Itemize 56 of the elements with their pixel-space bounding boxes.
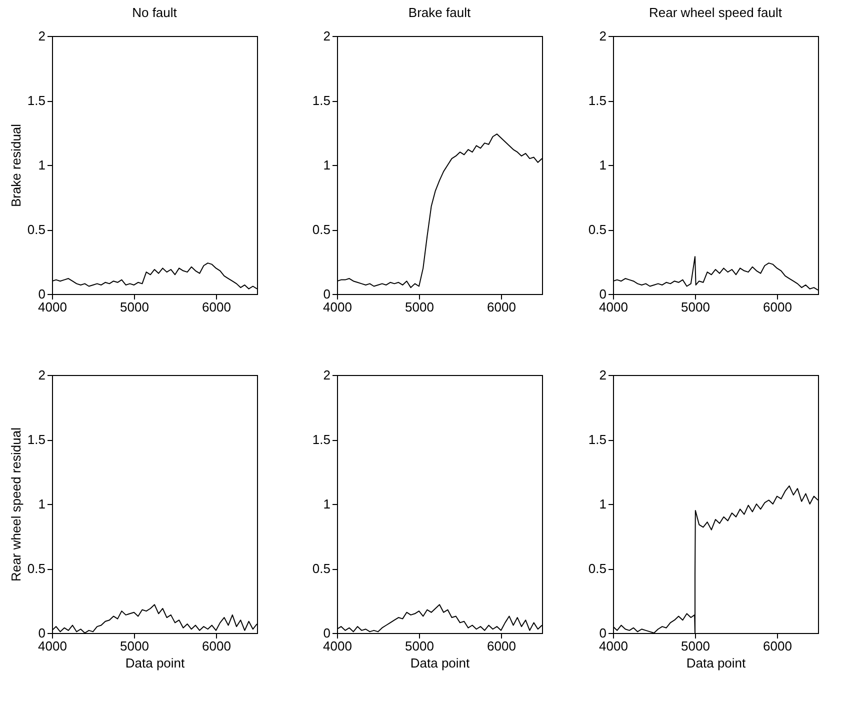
y-tick-label: 2 (323, 28, 330, 44)
y-tick-label: 2 (38, 28, 46, 44)
y-tick-label: 0.5 (27, 561, 46, 576)
y-tick-label: 1.5 (27, 432, 46, 447)
x-tick-label: 6000 (487, 638, 516, 654)
x-tick-label: 6000 (202, 638, 231, 654)
y-tick-label: 0.5 (27, 222, 46, 237)
x-tick-label: 5000 (681, 638, 710, 654)
x-tick-label: 5000 (681, 300, 710, 314)
x-tick-label: 6000 (763, 300, 792, 314)
x-tick-label: 6000 (202, 300, 231, 314)
y-tick-label: 2 (599, 368, 606, 382)
x-tick-label: 4000 (599, 300, 628, 314)
y-axis-title: Rear wheel speed residual (8, 427, 24, 582)
x-tick-label: 4000 (38, 300, 67, 314)
y-tick-label: 0 (38, 626, 46, 640)
x-tick-label: 5000 (120, 638, 149, 654)
y-tick-label: 1.5 (588, 93, 606, 108)
x-axis-title: Data point (125, 656, 186, 670)
y-tick-label: 2 (323, 368, 330, 382)
y-tick-label: 0.5 (588, 561, 606, 576)
x-tick-label: 4000 (323, 300, 352, 314)
y-tick-label: 1 (38, 496, 46, 512)
x-tick-label: 5000 (405, 638, 434, 654)
x-tick-label: 6000 (487, 300, 516, 314)
x-tick-label: 4000 (599, 638, 628, 654)
y-tick-label: 0.5 (312, 222, 330, 237)
y-tick-label: 1.5 (27, 93, 46, 108)
y-tick-label: 1.5 (588, 432, 606, 447)
y-tick-label: 1.5 (312, 432, 330, 447)
chart-title: Rear wheel speed fault (649, 5, 782, 20)
y-tick-label: 1 (599, 496, 606, 512)
y-tick-label: 1 (38, 158, 46, 172)
y-tick-label: 0 (599, 626, 606, 640)
x-tick-label: 5000 (120, 300, 149, 314)
x-axis-title: Data point (410, 656, 470, 670)
y-tick-label: 1 (323, 158, 330, 172)
chart-title: No fault (132, 5, 178, 20)
y-tick-label: 0.5 (588, 222, 606, 237)
y-tick-label: 0 (323, 286, 330, 302)
x-axis-title: Data point (686, 656, 746, 670)
y-tick-label: 0 (599, 286, 606, 302)
x-tick-label: 4000 (38, 638, 67, 654)
y-tick-label: 0 (323, 626, 330, 640)
x-tick-label: 5000 (405, 300, 434, 314)
y-tick-label: 2 (599, 28, 606, 44)
y-tick-label: 1.5 (312, 93, 330, 108)
chart-title: Brake fault (408, 5, 471, 20)
y-tick-label: 1 (323, 496, 330, 512)
y-tick-label: 0.5 (312, 561, 330, 576)
x-tick-label: 4000 (323, 638, 352, 654)
y-tick-label: 1 (599, 158, 606, 172)
x-tick-label: 6000 (763, 638, 792, 654)
y-axis-title: Brake residual (8, 124, 24, 208)
y-tick-label: 0 (38, 286, 46, 302)
y-tick-label: 2 (38, 368, 46, 382)
